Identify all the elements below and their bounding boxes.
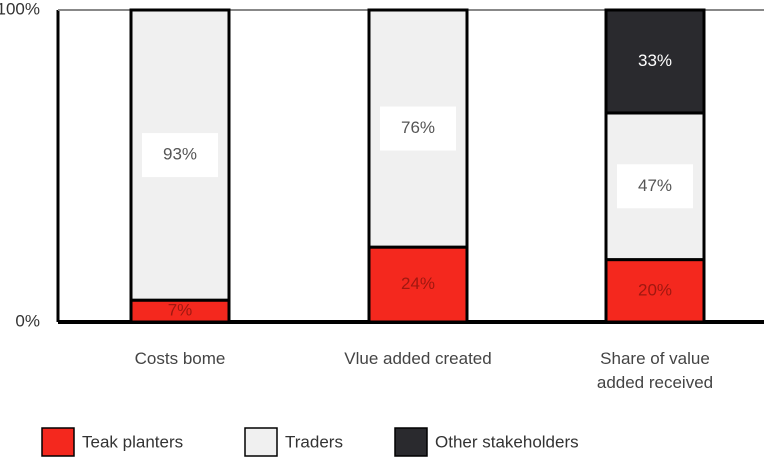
value-label: 7% [168, 301, 193, 320]
legend-swatch [394, 427, 428, 457]
value-label: 24% [401, 274, 435, 293]
bar-segment [367, 245, 469, 324]
value-label: 47% [638, 176, 672, 195]
value-label: 93% [163, 145, 197, 164]
legend-label: Teak planters [82, 432, 183, 451]
legend-swatch [41, 427, 75, 457]
value-label: 20% [638, 280, 672, 299]
y-tick-label: 100% [0, 0, 40, 18]
label-box [142, 133, 218, 178]
value-label: 33% [638, 51, 672, 70]
bar-segment [604, 8, 706, 115]
x-tick-label: Costs bome [134, 349, 226, 368]
y-tick-label: 0% [15, 311, 40, 330]
label-box [380, 106, 456, 151]
x-tick-label: Vlue added created [344, 349, 492, 368]
legend-label: Traders [285, 432, 343, 451]
legend-swatch [244, 427, 278, 457]
legend-label: Other stakeholders [435, 432, 579, 451]
label-box [617, 164, 693, 209]
x-tick-label: Share of value added received [596, 349, 714, 392]
value-label: 76% [401, 118, 435, 137]
